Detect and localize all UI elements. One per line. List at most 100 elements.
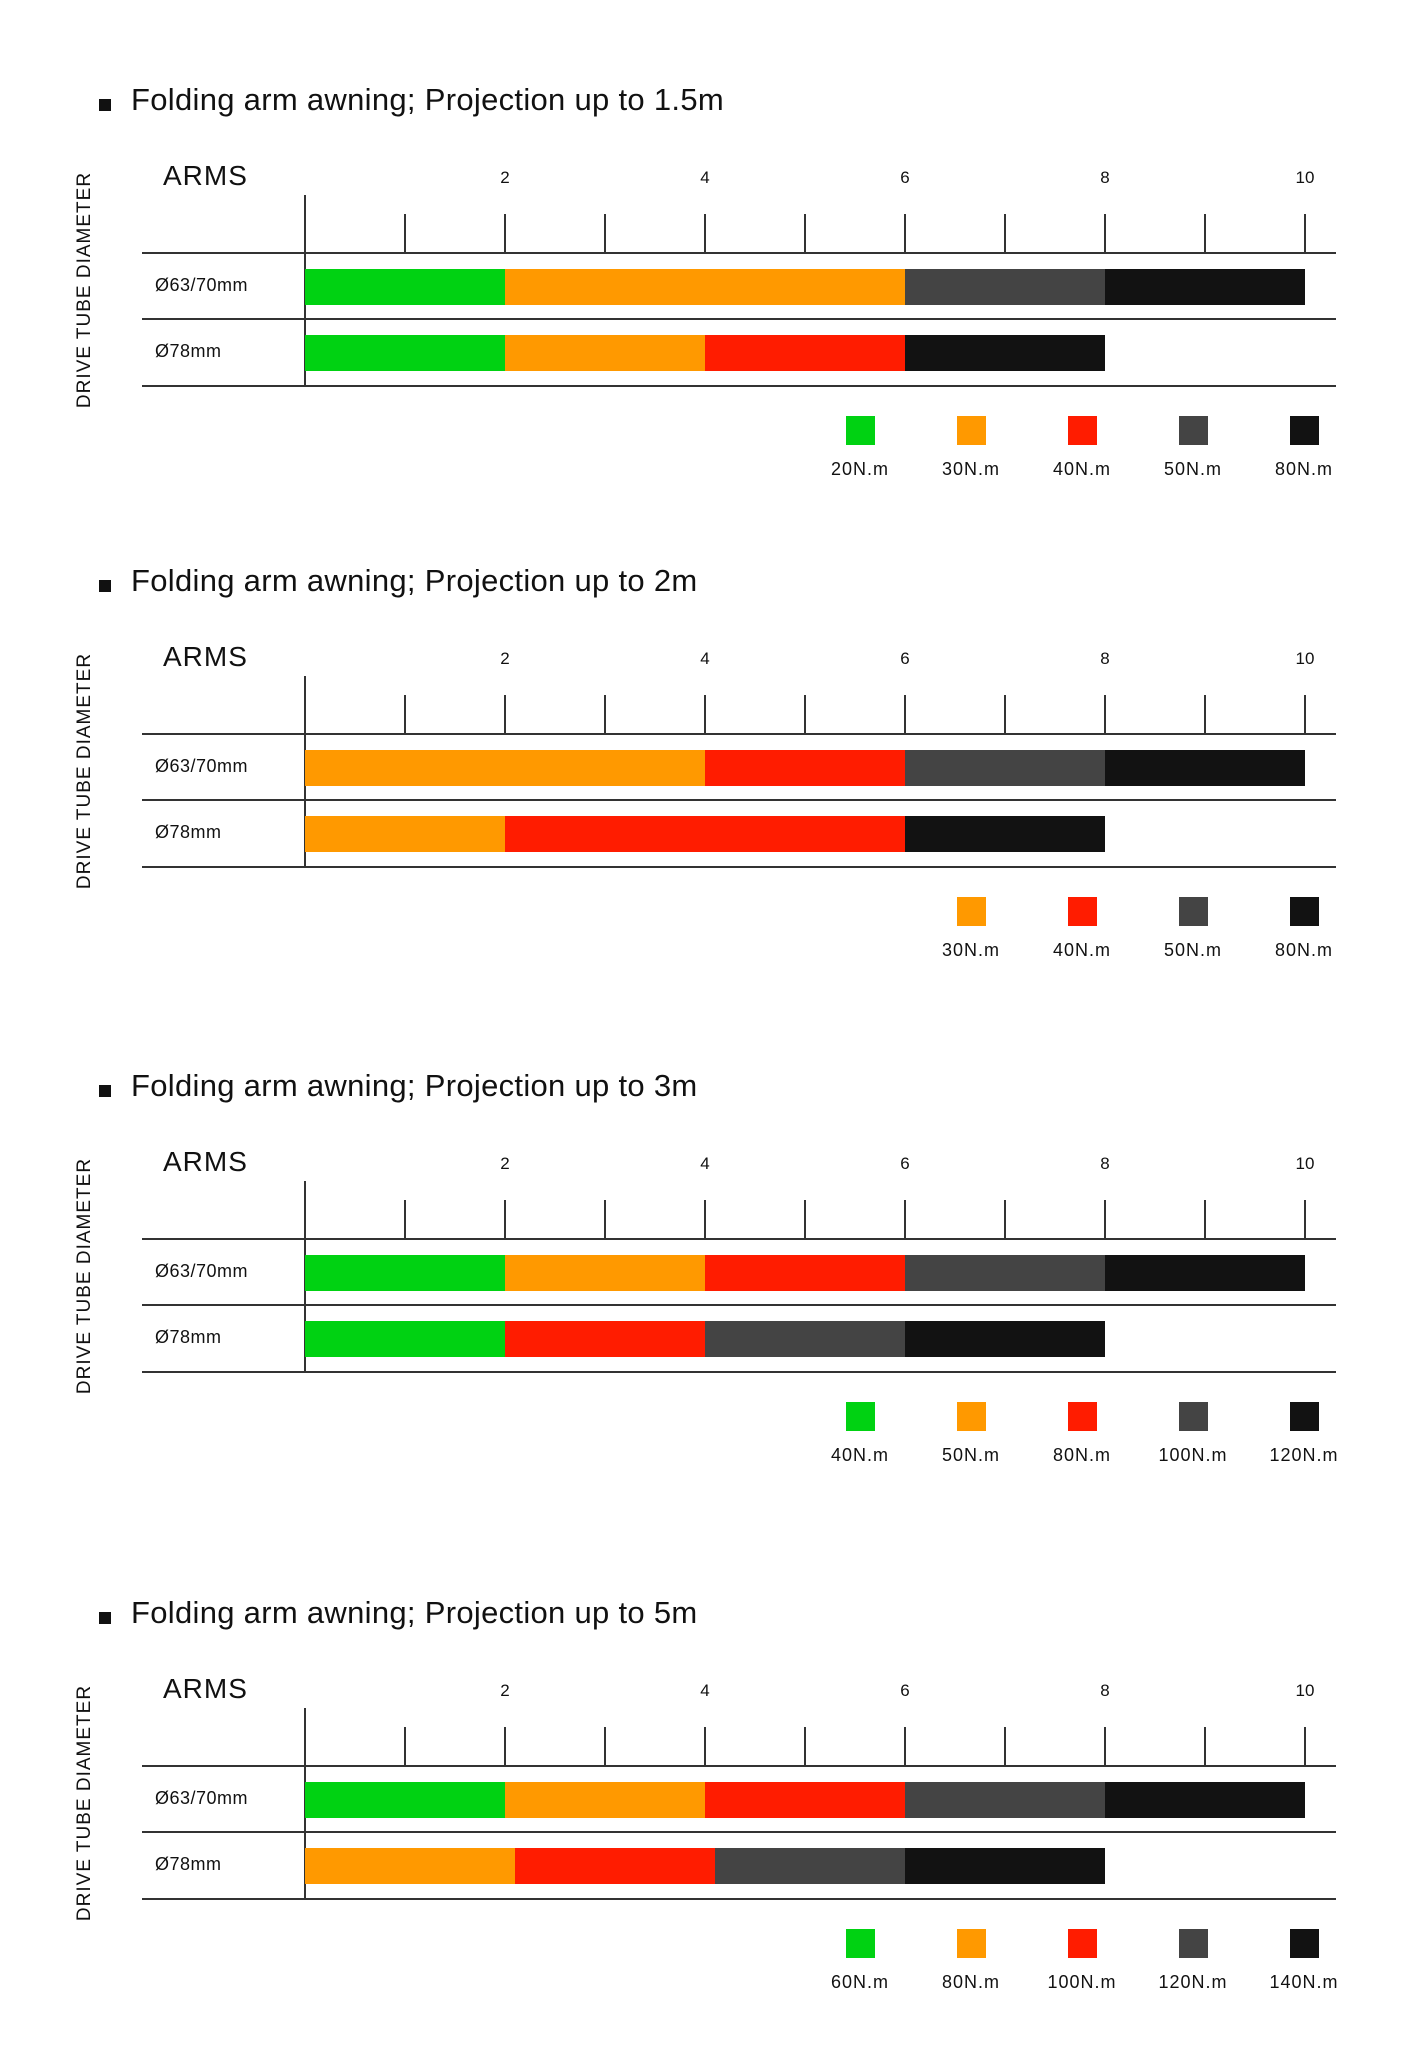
x-tick-label: 10: [1295, 649, 1315, 668]
legend-label: 30N.m: [941, 459, 1000, 479]
x-tick-label: 2: [500, 1154, 510, 1173]
x-tick-mark: [804, 1727, 806, 1765]
x-tick-mark: [804, 695, 806, 733]
row-divider: [142, 252, 1336, 254]
y-axis-label: DRIVE TUBE DIAMETER: [74, 1684, 95, 1922]
legend-swatch: [1068, 416, 1097, 445]
bar-segment: [1105, 1255, 1305, 1291]
legend-label: 120N.m: [1269, 1445, 1339, 1465]
x-tick-label: 2: [500, 168, 510, 187]
legend-label: 80N.m: [1052, 1445, 1111, 1465]
x-tick-mark: [1104, 695, 1106, 733]
x-tick-mark: [404, 695, 406, 733]
legend-swatch: [1068, 897, 1097, 926]
x-tick-mark: [1204, 1727, 1206, 1765]
bar-segment: [505, 269, 905, 305]
chart-title: Folding arm awning; Projection up to 2m: [131, 563, 698, 598]
legend-swatch: [957, 416, 986, 445]
x-tick-label: 2: [500, 1681, 510, 1700]
bar-segment: [305, 269, 505, 305]
x-tick-mark: [704, 1727, 706, 1765]
x-tick-mark: [604, 1200, 606, 1238]
row-label: Ø63/70mm: [155, 275, 249, 295]
legend-swatch: [957, 897, 986, 926]
row-divider: [142, 799, 1336, 801]
x-tick-mark: [404, 214, 406, 252]
x-tick-mark: [704, 214, 706, 252]
x-tick-mark: [1004, 1727, 1006, 1765]
bar-segment: [305, 816, 505, 852]
bar-segment: [905, 1782, 1105, 1818]
x-tick-label: 6: [900, 1154, 910, 1173]
x-axis-label: ARMS: [163, 1146, 248, 1177]
chart-title: Folding arm awning; Projection up to 3m: [131, 1068, 698, 1103]
legend-label: 80N.m: [941, 1972, 1000, 1992]
x-tick-mark: [904, 695, 906, 733]
x-axis-label: ARMS: [163, 641, 248, 672]
bar-segment: [515, 1848, 715, 1884]
x-tick-label: 4: [700, 649, 710, 668]
bar-segment: [505, 1321, 705, 1357]
x-tick-mark: [1304, 214, 1306, 252]
legend-label: 100N.m: [1158, 1445, 1228, 1465]
chart-section: Folding arm awning; Projection up to 1.5…: [0, 0, 1421, 479]
x-tick-mark: [404, 1727, 406, 1765]
x-tick-mark: [804, 214, 806, 252]
legend-label: 50N.m: [941, 1445, 1000, 1465]
bar-segment: [1105, 750, 1305, 786]
legend-label: 30N.m: [941, 940, 1000, 960]
bar-segment: [305, 1321, 505, 1357]
legend-swatch: [1290, 416, 1319, 445]
bar-segment: [305, 1255, 505, 1291]
x-tick-label: 8: [1100, 1154, 1110, 1173]
x-tick-mark: [904, 1727, 906, 1765]
chart-section: Folding arm awning; Projection up to 2m D…: [0, 481, 1421, 960]
bar-segment: [905, 1321, 1105, 1357]
legend-swatch: [846, 416, 875, 445]
bar-segment: [1105, 1782, 1305, 1818]
chart-section: Folding arm awning; Projection up to 3m D…: [0, 986, 1421, 1465]
x-tick-mark: [1304, 1727, 1306, 1765]
bar-segment: [715, 1848, 905, 1884]
bar-segment: [305, 1782, 505, 1818]
x-tick-mark: [604, 1727, 606, 1765]
x-tick-label: 10: [1295, 1681, 1315, 1700]
row-label: Ø78mm: [155, 1327, 222, 1347]
title-bullet: [99, 1085, 111, 1097]
bar-segment: [905, 750, 1105, 786]
x-tick-mark: [904, 1200, 906, 1238]
legend-label: 60N.m: [830, 1972, 889, 1992]
bar-segment: [305, 750, 705, 786]
x-tick-label: 4: [700, 168, 710, 187]
x-tick-mark: [904, 214, 906, 252]
x-tick-mark: [1004, 695, 1006, 733]
legend-label: 20N.m: [830, 459, 889, 479]
x-tick-label: 6: [900, 1681, 910, 1700]
bar-segment: [705, 335, 905, 371]
bar-segment: [905, 1848, 1105, 1884]
x-tick-label: 8: [1100, 168, 1110, 187]
bar-segment: [505, 1782, 705, 1818]
bar-segment: [905, 816, 1105, 852]
y-axis-label: DRIVE TUBE DIAMETER: [74, 652, 95, 890]
x-axis-label: ARMS: [163, 160, 248, 191]
x-tick-label: 8: [1100, 1681, 1110, 1700]
title-bullet: [99, 99, 111, 111]
bar-segment: [505, 816, 905, 852]
row-divider: [142, 1371, 1336, 1373]
row-label: Ø63/70mm: [155, 756, 249, 776]
x-axis-label: ARMS: [163, 1673, 248, 1704]
x-tick-mark: [1204, 695, 1206, 733]
chart-section: Folding arm awning; Projection up to 5m D…: [0, 1513, 1421, 1992]
bar-segment: [905, 1255, 1105, 1291]
x-tick-mark: [704, 1200, 706, 1238]
row-divider: [142, 1831, 1336, 1833]
legend-swatch: [1179, 1929, 1208, 1958]
row-divider: [142, 1765, 1336, 1767]
x-tick-mark: [404, 1200, 406, 1238]
legend-label: 140N.m: [1269, 1972, 1339, 1992]
row-label: Ø78mm: [155, 341, 222, 361]
legend-swatch: [846, 1929, 875, 1958]
bar-segment: [705, 1321, 905, 1357]
legend-swatch: [1290, 1929, 1319, 1958]
